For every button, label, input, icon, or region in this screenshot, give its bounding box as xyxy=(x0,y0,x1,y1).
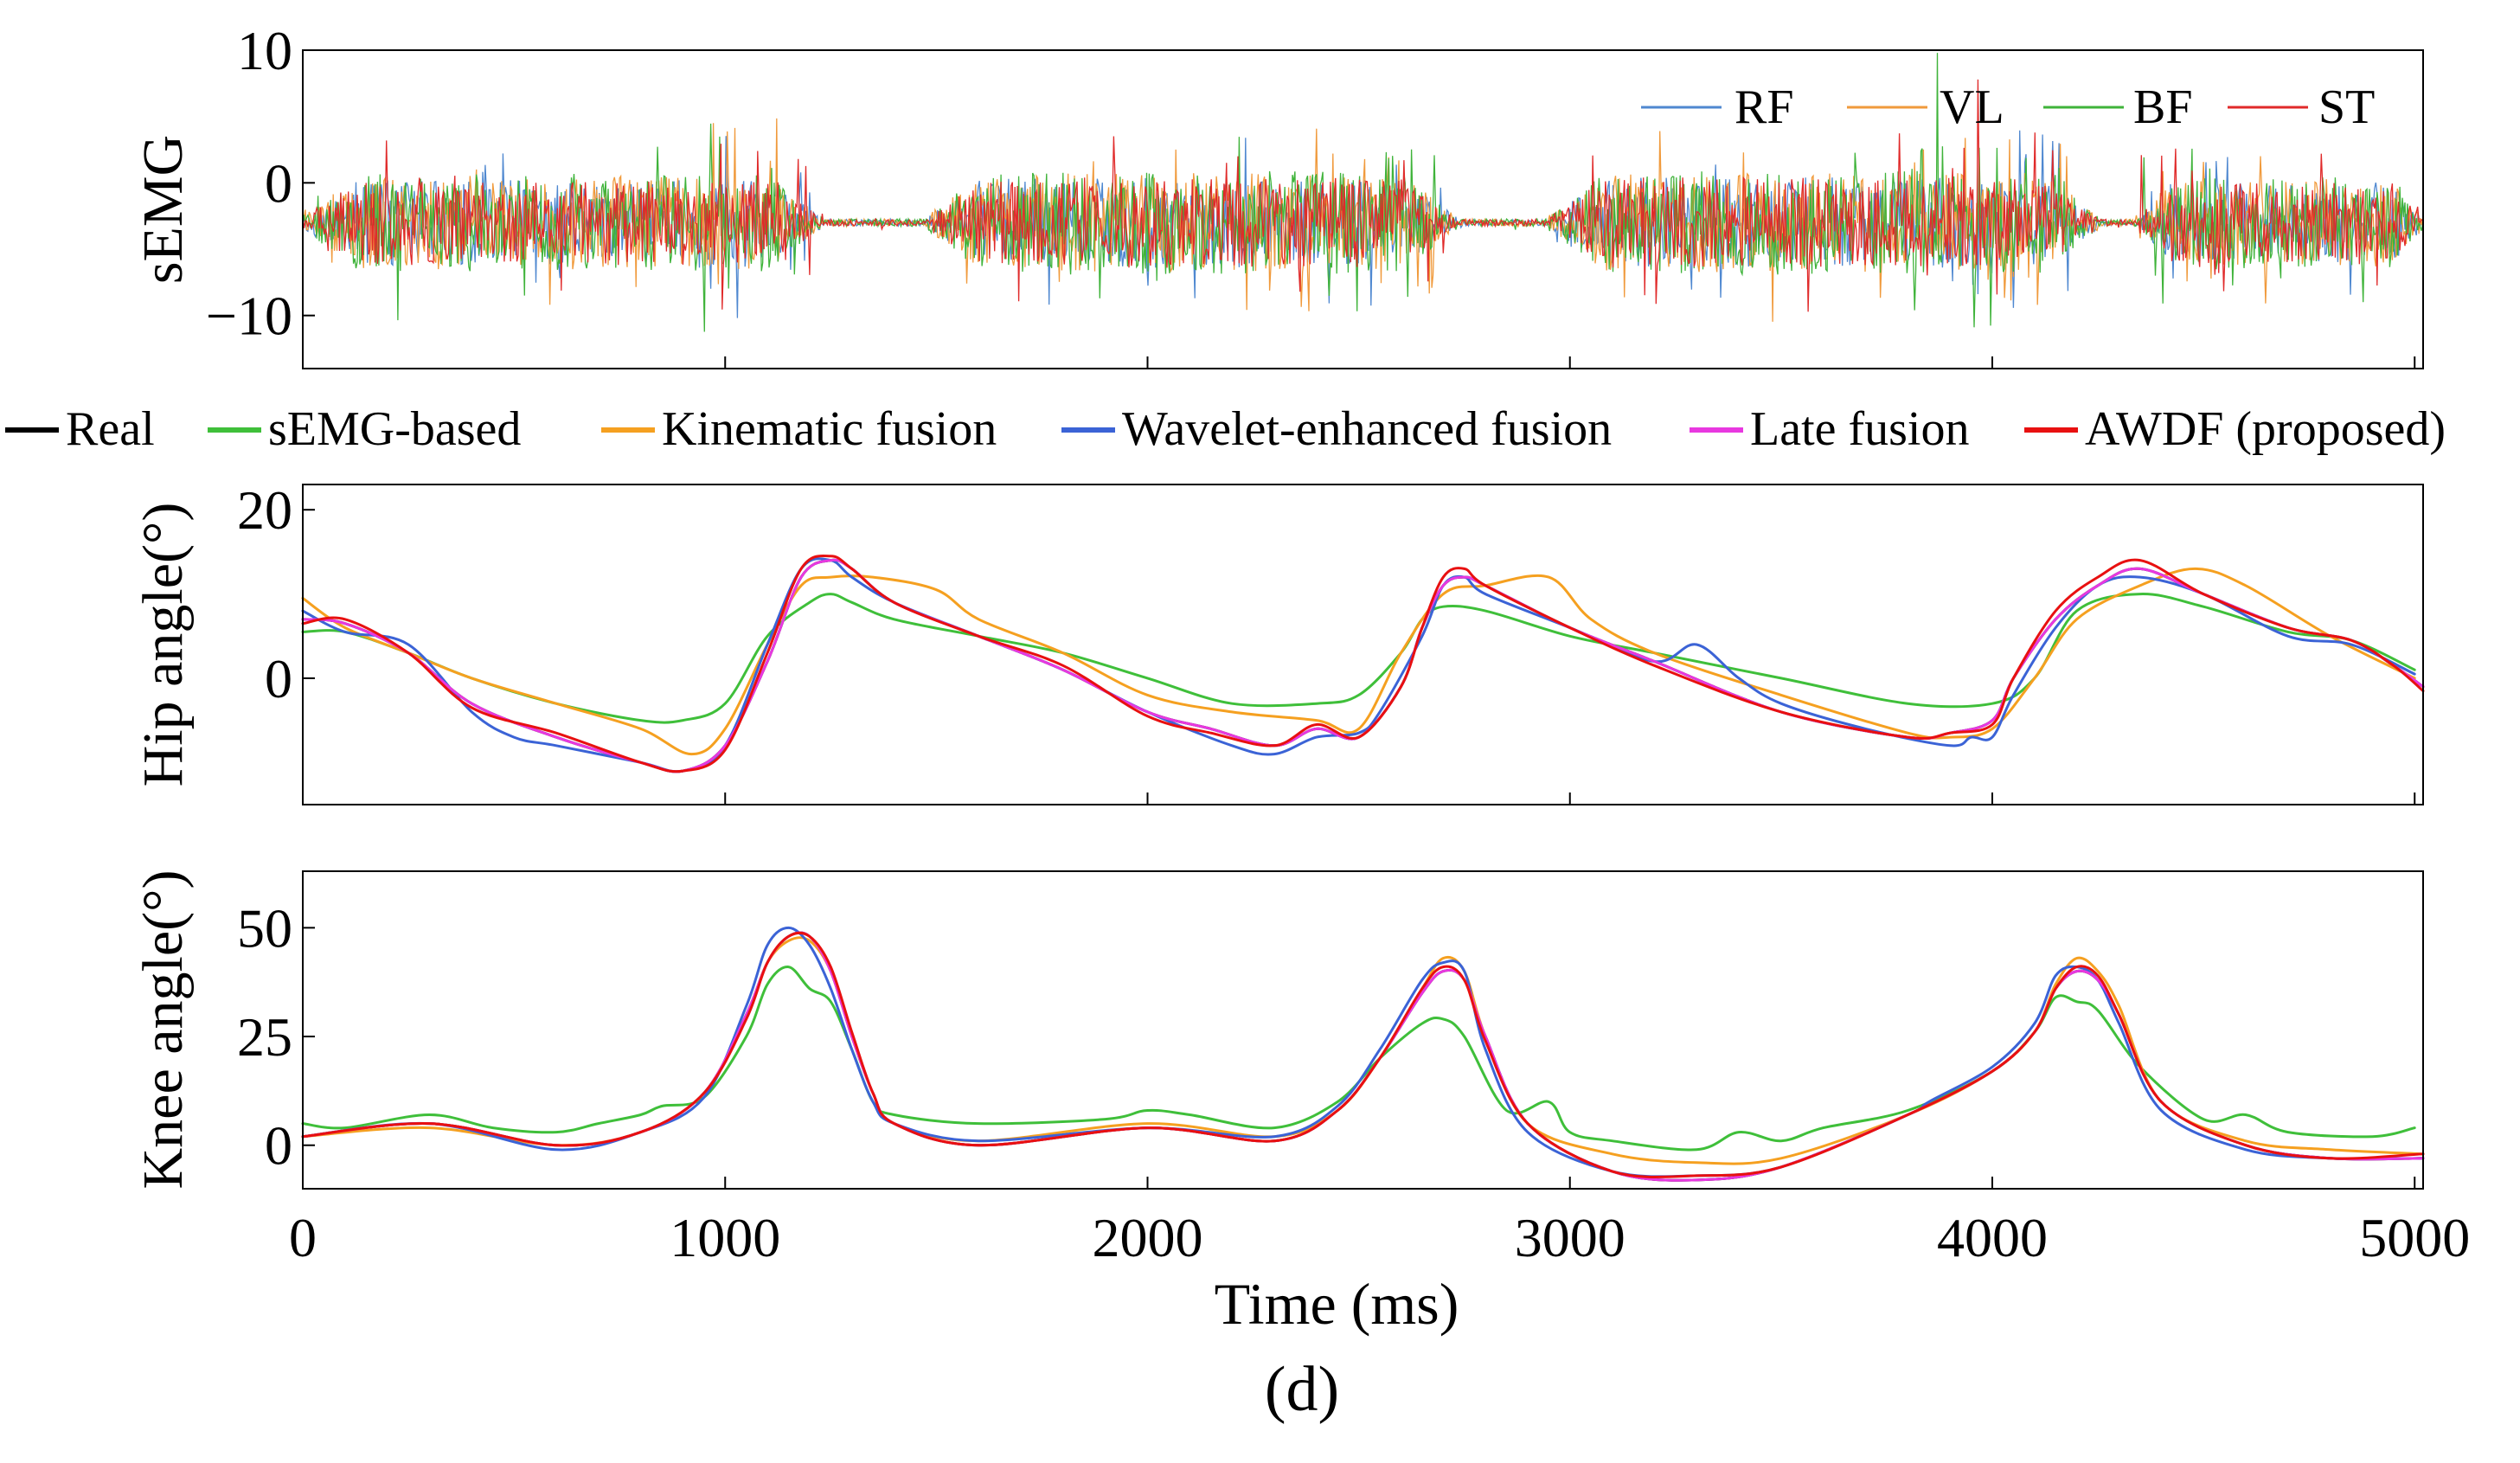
legend-label-vl: VL xyxy=(1940,80,2004,134)
hip-axes-frame xyxy=(302,484,2424,805)
knee-x-tick-label: 5000 xyxy=(2359,1207,2470,1268)
knee-x-tick-label: 3000 xyxy=(1515,1207,1625,1268)
knee-x-tick-label: 1000 xyxy=(670,1207,780,1268)
knee-panel: 50 25 0 0 1000 2000 3000 4000 5000 Knee angle(°… xyxy=(131,869,2470,1337)
semg-series-bf xyxy=(302,53,2424,332)
knee-y-ticks: 50 25 0 xyxy=(237,897,315,1177)
legend-label-wavelet-enhanced-fusion: Wavelet-enhanced fusion xyxy=(1122,402,1612,456)
legend-label-awdf: AWDF (proposed) xyxy=(2085,402,2446,456)
semg-y-ticks: 10 0 −10 xyxy=(206,20,315,347)
knee-y-tick-label: 0 xyxy=(265,1115,292,1177)
hip-y-ticks: 20 0 xyxy=(237,479,315,709)
hip-series-awdf-proposed xyxy=(301,554,2425,773)
knee-y-tick-label: 50 xyxy=(237,897,292,959)
hip-plot-area xyxy=(301,554,2425,773)
legend-label-bf: BF xyxy=(2133,80,2193,134)
knee-series-real xyxy=(301,931,2425,1182)
knee-x-tick-label: 4000 xyxy=(1937,1207,2048,1268)
hip-panel: 20 0 Hip angle(°) xyxy=(131,479,2425,805)
knee-y-axis-label: Knee angle(°) xyxy=(131,869,195,1189)
semg-legend: RF VL BF ST xyxy=(1641,80,2375,134)
hip-series-real xyxy=(301,558,2425,773)
x-axis-label: Time (ms) xyxy=(1215,1271,1459,1337)
legend-label-rf: RF xyxy=(1735,80,1794,134)
hip-y-axis-label: Hip angle(°) xyxy=(131,503,195,787)
semg-panel: 10 0 −10 sEMG RF VL BF ST xyxy=(131,20,2424,369)
hip-series-late-fusion xyxy=(301,558,2425,773)
knee-x-tick-label: 2000 xyxy=(1092,1207,1202,1268)
hip-y-tick-label: 0 xyxy=(265,648,292,709)
knee-x-ticks: 0 1000 2000 3000 4000 5000 xyxy=(289,1177,2470,1268)
legend-label-real: Real xyxy=(66,402,155,456)
knee-series-wavelet-enhanced-fusion xyxy=(301,926,2425,1178)
knee-axes-frame xyxy=(302,870,2424,1190)
method-legend: Real sEMG-based Kinematic fusion Wavelet… xyxy=(5,402,2446,456)
hip-x-ticks xyxy=(302,792,2416,805)
semg-plot-area xyxy=(302,53,2424,332)
knee-series-semg-based xyxy=(301,966,2416,1152)
hip-y-tick-label: 20 xyxy=(237,479,292,541)
legend-label-kinematic-fusion: Kinematic fusion xyxy=(662,402,997,456)
legend-label-st: ST xyxy=(2318,80,2375,134)
hip-series-semg-based xyxy=(301,593,2416,724)
semg-y-tick-label: 0 xyxy=(265,152,292,214)
knee-series-kinematic-fusion xyxy=(301,936,2425,1165)
legend-label-late-fusion: Late fusion xyxy=(1750,402,1969,456)
knee-plot-area xyxy=(301,926,2425,1182)
semg-y-tick-label: −10 xyxy=(206,286,292,347)
knee-y-tick-label: 25 xyxy=(237,1006,292,1068)
panel-caption: (d) xyxy=(1265,1354,1339,1425)
semg-y-axis-label: sEMG xyxy=(131,135,195,284)
knee-series-late-fusion xyxy=(301,931,2425,1182)
semg-axes-frame xyxy=(302,49,2424,369)
legend-label-semg-based: sEMG-based xyxy=(268,402,521,456)
hip-series-kinematic-fusion xyxy=(301,567,2416,756)
knee-x-tick-label: 0 xyxy=(289,1207,317,1268)
hip-series-wavelet-enhanced-fusion xyxy=(301,557,2416,773)
semg-x-ticks xyxy=(302,356,2416,369)
semg-series-st xyxy=(302,79,2423,312)
knee-series-awdf-proposed xyxy=(301,931,2425,1178)
semg-y-tick-label: 10 xyxy=(237,20,292,81)
